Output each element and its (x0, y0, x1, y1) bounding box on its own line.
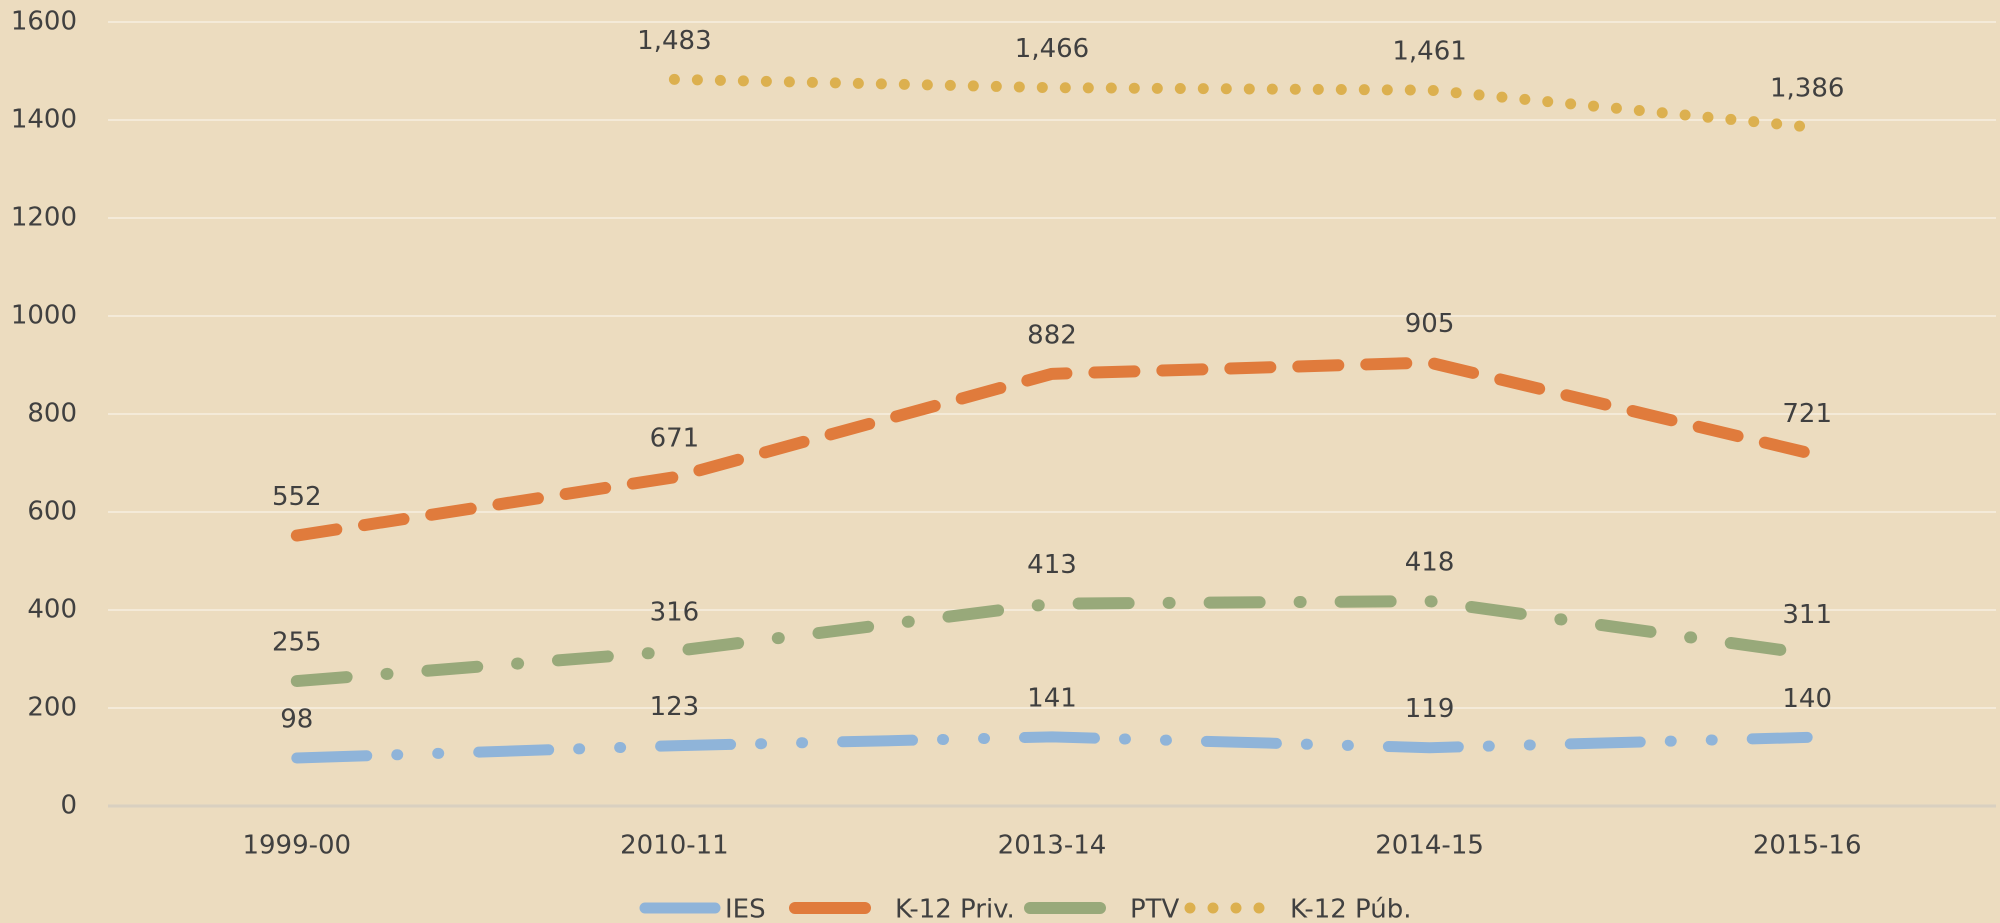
legend-label: IES (725, 895, 766, 923)
x-tick-label: 2013-14 (998, 831, 1107, 861)
y-tick-label: 600 (27, 497, 77, 527)
data-label: 1,461 (1392, 37, 1466, 67)
y-tick-label: 0 (60, 791, 77, 821)
series-line (668, 73, 1813, 133)
data-label: 311 (1782, 600, 1832, 630)
y-tick-label: 200 (27, 693, 77, 723)
data-label: 119 (1405, 694, 1455, 724)
legend-label: K-12 Púb. (1290, 895, 1412, 923)
data-label: 123 (650, 692, 700, 722)
y-tick-label: 1000 (11, 301, 77, 331)
y-tick-label: 1400 (11, 105, 77, 135)
y-tick-label: 1600 (11, 7, 77, 37)
series-line (291, 731, 1813, 764)
data-label: 141 (1027, 683, 1077, 713)
x-tick-label: 2010-11 (620, 831, 729, 861)
y-tick-label: 400 (27, 595, 77, 625)
data-label: 1,466 (1015, 34, 1089, 64)
data-label: 905 (1405, 309, 1455, 339)
legend-label: PTV (1130, 895, 1180, 923)
data-label: 671 (650, 424, 700, 454)
data-label: 1,386 (1770, 73, 1844, 103)
series-line (290, 595, 1814, 688)
data-label: 98 (280, 704, 313, 734)
data-label: 255 (272, 628, 322, 658)
y-tick-label: 800 (27, 399, 77, 429)
legend-label: K-12 Priv. (895, 895, 1015, 923)
data-label: 552 (272, 482, 322, 512)
data-label: 316 (650, 598, 700, 628)
x-tick-label: 1999-00 (242, 831, 351, 861)
x-tick-label: 2014-15 (1375, 831, 1484, 861)
data-label: 721 (1782, 399, 1832, 429)
x-tick-label: 2015-16 (1753, 831, 1862, 861)
data-label: 1,483 (637, 26, 711, 56)
series-line (290, 356, 1814, 542)
data-label: 882 (1027, 320, 1077, 350)
data-label: 413 (1027, 550, 1077, 580)
y-tick-label: 1200 (11, 203, 77, 233)
data-label: 418 (1405, 548, 1455, 578)
data-label: 140 (1782, 684, 1832, 714)
